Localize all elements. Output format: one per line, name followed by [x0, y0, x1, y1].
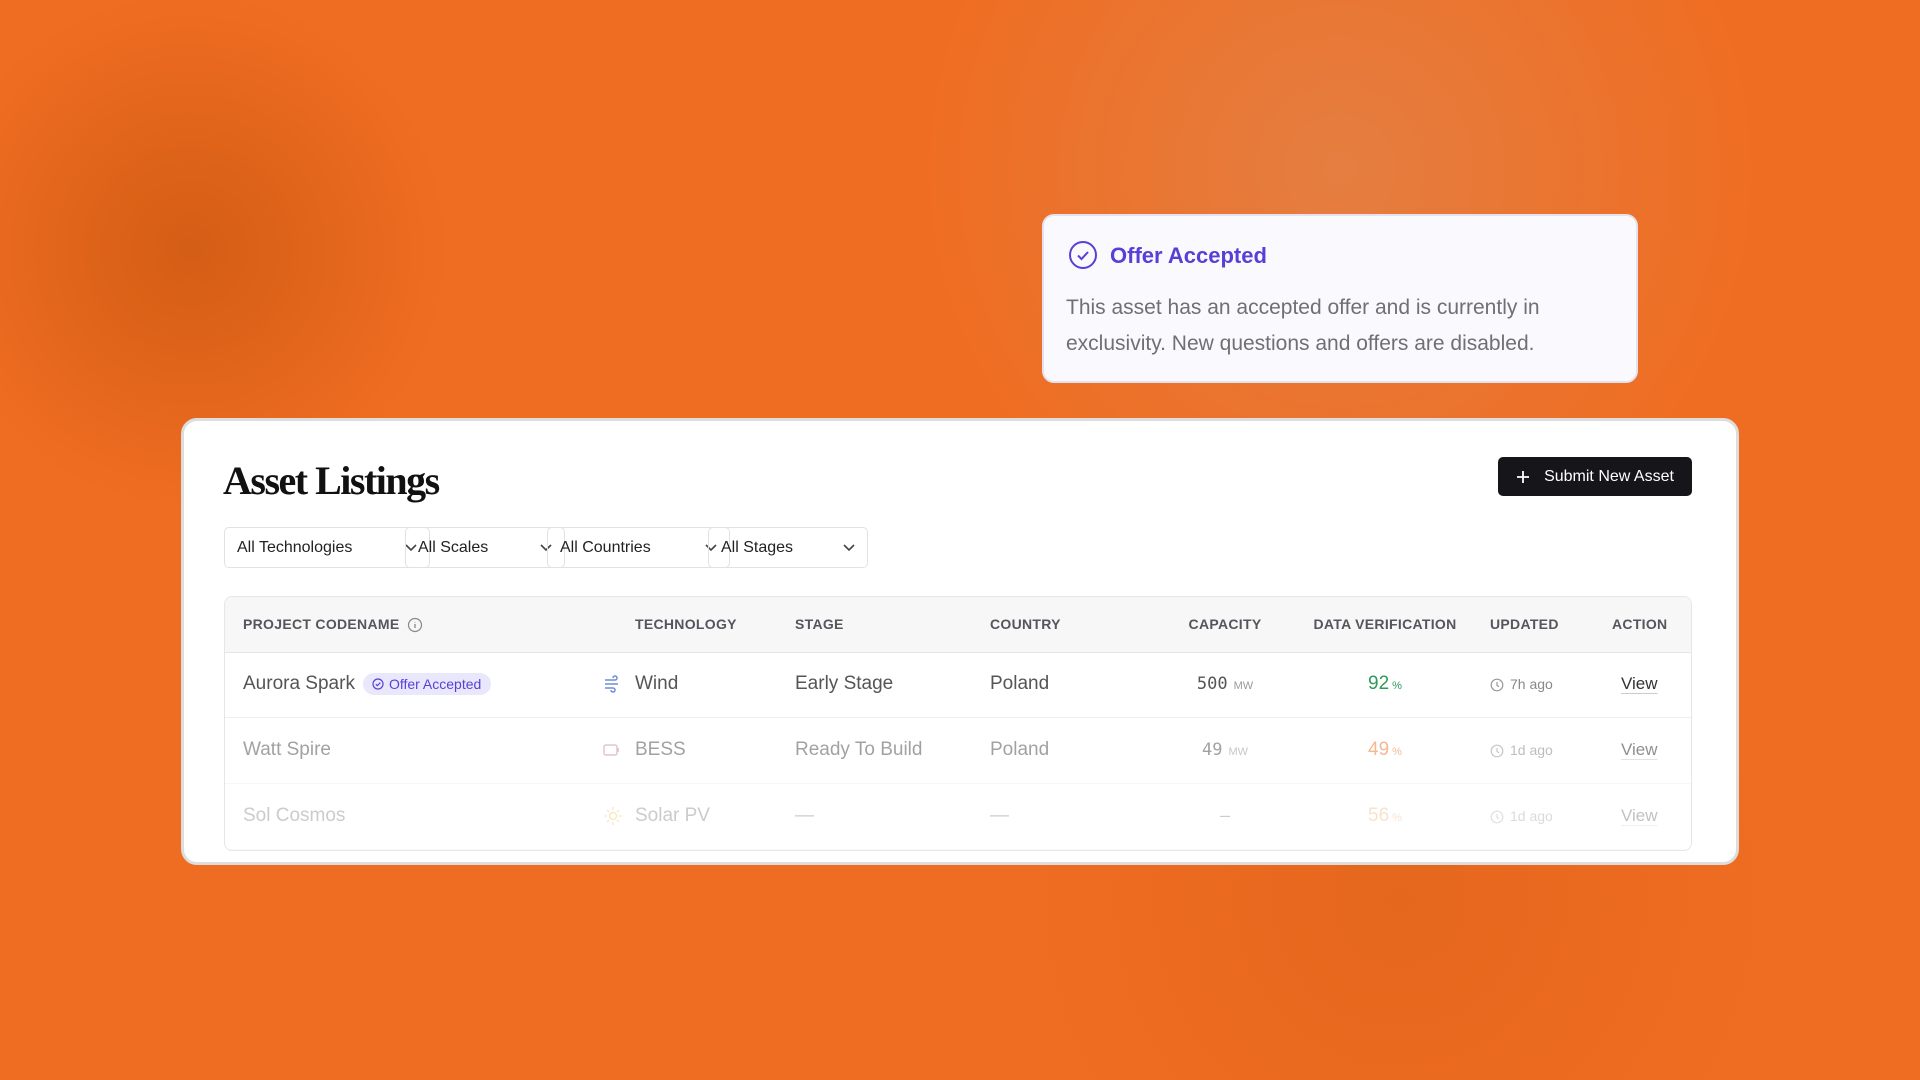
technology: BESS — [635, 739, 686, 760]
technology: Wind — [635, 673, 679, 694]
filter-label: All Stages — [721, 538, 794, 556]
header-label: DATA VERIFICATION — [1313, 616, 1457, 632]
verification: 49 — [1368, 739, 1390, 760]
tooltip-body: This asset has an accepted offer and is … — [1066, 296, 1540, 355]
card-title: Asset Listings — [223, 458, 440, 503]
column-header: STAGE — [795, 597, 844, 652]
table-header: PROJECT CODENAME TECHNOLOGY STAGE COUNTRY CA… — [225, 597, 1691, 653]
filter-label: All Scales — [418, 538, 489, 556]
verification-cell: 56% — [1300, 784, 1470, 850]
stage: Early Stage — [795, 673, 894, 694]
column-header: DATA VERIFICATION — [1300, 597, 1470, 652]
technology: Solar PV — [635, 805, 710, 826]
filter-dropdown[interactable]: All Stages — [708, 527, 868, 568]
table-row: Watt Spire BESS Ready To Build Poland 49 MW 49… — [225, 718, 1691, 784]
updated: 1d ago — [1510, 808, 1553, 824]
updated-cell: 1d ago — [1490, 718, 1553, 782]
country: Poland — [990, 673, 1050, 694]
updated-cell: 7h ago — [1490, 652, 1553, 716]
chevron-icon — [843, 543, 855, 551]
header-label: COUNTRY — [990, 616, 1061, 632]
verification-unit: % — [1392, 812, 1402, 824]
clock-icon — [1490, 810, 1504, 824]
filter-dropdown[interactable]: All Technologies — [224, 527, 430, 568]
header-label: CAPACITY — [1188, 616, 1262, 632]
header-label: UPDATED — [1490, 616, 1559, 632]
column-header: PROJECT CODENAME — [243, 597, 423, 652]
clock-icon — [1490, 678, 1504, 692]
header-label: ACTION — [1612, 616, 1668, 632]
codename-cell: Aurora Spark Offer Accepted — [243, 652, 492, 716]
badge-label: Offer Accepted — [388, 675, 482, 692]
tooltip-title: Offer Accepted — [1110, 243, 1267, 268]
offer-tooltip: Offer Accepted This asset has an accepte… — [1042, 214, 1638, 383]
header-label: PROJECT CODENAME — [243, 616, 400, 632]
stage: Ready To Build — [795, 739, 923, 760]
column-header: TECHNOLOGY — [635, 597, 737, 652]
column-header: ACTION — [1612, 597, 1667, 652]
table: PROJECT CODENAME TECHNOLOGY STAGE COUNTRY CA… — [224, 596, 1692, 851]
country: Poland — [990, 739, 1050, 760]
technology-icon — [605, 675, 618, 693]
capacity-cell: — — [1170, 784, 1280, 848]
technology-icon — [603, 744, 619, 756]
column-header: CAPACITY — [1170, 597, 1280, 652]
plus-icon — [1517, 470, 1530, 483]
column-header: UPDATED — [1490, 597, 1559, 652]
view-link[interactable]: View — [1621, 674, 1658, 693]
listing-card: Asset Listings Submit New Asset PROJECT … — [181, 418, 1739, 865]
verification-unit: % — [1392, 746, 1402, 758]
capacity: 500 — [1196, 674, 1228, 694]
verification: 92 — [1368, 673, 1390, 694]
updated: 1d ago — [1510, 742, 1553, 758]
capacity-cell: 500 MW — [1170, 652, 1280, 718]
updated-cell: 1d ago — [1490, 784, 1553, 848]
filter-label: All Countries — [560, 538, 651, 556]
capacity-unit: MW — [1233, 680, 1254, 692]
codename: Aurora Spark — [243, 673, 355, 694]
codename: Watt Spire — [243, 739, 331, 760]
check-icon — [1069, 241, 1097, 269]
submit-button[interactable]: Submit New Asset — [1498, 457, 1692, 496]
verification-unit: % — [1392, 680, 1402, 692]
filter-dropdown[interactable]: All Scales — [405, 527, 565, 568]
codename: Sol Cosmos — [243, 805, 346, 826]
clock-icon — [1490, 744, 1504, 758]
updated: 7h ago — [1510, 676, 1553, 692]
verification: 56 — [1368, 805, 1390, 826]
filter-label: All Technologies — [237, 538, 353, 556]
country: — — [990, 805, 1009, 826]
technology-icon — [604, 807, 622, 825]
chevron-icon — [540, 543, 552, 551]
view-link[interactable]: View — [1621, 806, 1658, 825]
header-label: TECHNOLOGY — [635, 616, 737, 632]
codename-cell: Sol Cosmos — [243, 784, 345, 848]
column-header: COUNTRY — [990, 597, 1061, 652]
codename-cell: Watt Spire — [243, 718, 331, 782]
filter-dropdown[interactable]: All Countries — [547, 527, 730, 568]
chevron-icon — [705, 543, 717, 551]
verification-cell: 49% — [1300, 718, 1470, 784]
info-icon — [408, 618, 423, 633]
view-link[interactable]: View — [1621, 740, 1658, 759]
verification-cell: 92% — [1300, 652, 1470, 718]
capacity-unit: MW — [1228, 746, 1249, 758]
check-icon — [372, 678, 384, 690]
status-badge: Offer Accepted — [362, 672, 492, 695]
capacity: — — [1219, 806, 1231, 826]
table-row: Sol Cosmos Solar PV — — — 56% 1d ago View — [225, 784, 1691, 850]
header-label: STAGE — [795, 616, 844, 632]
stage: — — [795, 805, 814, 826]
button-label: Submit New Asset — [1544, 467, 1674, 485]
capacity-cell: 49 MW — [1170, 718, 1280, 784]
table-row: Aurora Spark Offer Accepted Wind Early Stag… — [225, 652, 1691, 718]
capacity: 49 — [1201, 740, 1223, 760]
chevron-icon — [405, 543, 417, 551]
